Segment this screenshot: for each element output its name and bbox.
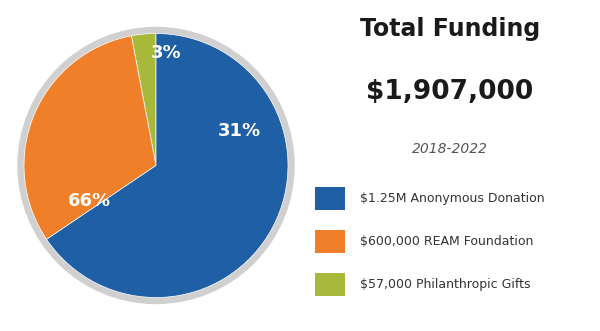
Text: 3%: 3% [151, 44, 182, 63]
Text: $1.25M Anonymous Donation: $1.25M Anonymous Donation [360, 192, 545, 205]
Text: $57,000 Philanthropic Gifts: $57,000 Philanthropic Gifts [360, 278, 530, 291]
Text: 31%: 31% [218, 122, 260, 140]
Wedge shape [131, 33, 156, 166]
Text: $600,000 REAM Foundation: $600,000 REAM Foundation [360, 235, 533, 248]
Circle shape [18, 27, 294, 304]
FancyBboxPatch shape [315, 230, 345, 253]
Text: 2018-2022: 2018-2022 [412, 142, 488, 156]
Wedge shape [24, 36, 156, 239]
Text: Total Funding: Total Funding [360, 17, 540, 41]
Text: $1,907,000: $1,907,000 [367, 79, 533, 106]
Text: 66%: 66% [68, 192, 112, 210]
FancyBboxPatch shape [315, 273, 345, 296]
Wedge shape [47, 33, 288, 298]
FancyBboxPatch shape [315, 187, 345, 210]
